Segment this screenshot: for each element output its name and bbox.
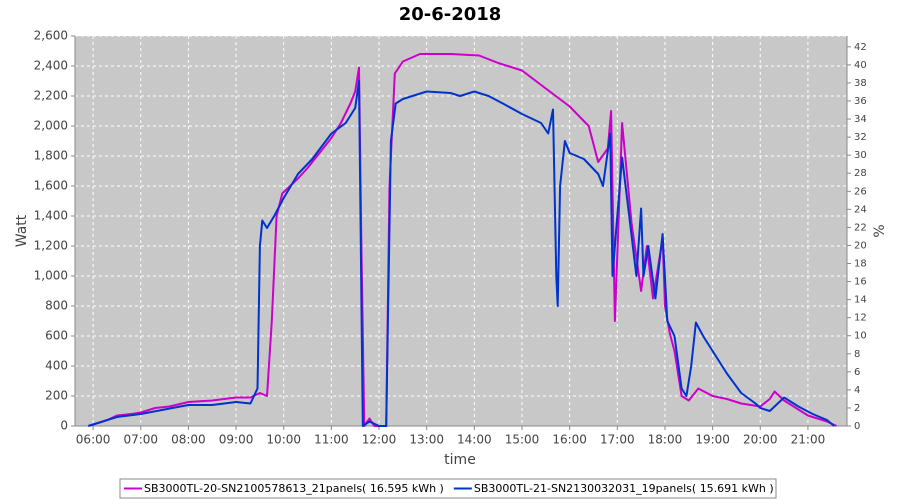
y2-tick-label: 42	[854, 42, 867, 53]
x-tick-label: 15:00	[505, 433, 540, 447]
y2-axis-label: %	[872, 224, 888, 237]
y-tick-label: 2,400	[34, 59, 68, 73]
plot-area	[75, 36, 847, 426]
y-tick-label: 1,800	[34, 149, 68, 163]
y-tick-label: 1,200	[34, 239, 68, 253]
y-tick-label: 800	[45, 299, 68, 313]
y2-tick-label: 32	[854, 132, 867, 143]
y2-tick-label: 28	[854, 168, 867, 179]
y2-tick-label: 20	[854, 240, 867, 251]
y2-tick-label: 10	[854, 331, 867, 342]
y-tick-label: 2,600	[34, 29, 68, 43]
x-tick-label: 19:00	[695, 433, 730, 447]
y2-tick-label: 6	[854, 367, 860, 378]
y2-tick-label: 16	[854, 277, 867, 288]
x-tick-label: 18:00	[648, 433, 683, 447]
y2-tick-label: 26	[854, 186, 867, 197]
y-tick-label: 0	[60, 419, 68, 433]
y2-tick-label: 4	[854, 385, 860, 396]
y2-tick-label: 36	[854, 96, 867, 107]
y2-tick-label: 24	[854, 204, 867, 215]
x-tick-label: 10:00	[266, 433, 301, 447]
y2-tick-label: 22	[854, 222, 867, 233]
y-tick-label: 1,400	[34, 209, 68, 223]
x-tick-label: 16:00	[552, 433, 587, 447]
x-tick-label: 07:00	[123, 433, 158, 447]
y2-tick-label: 0	[854, 421, 860, 432]
y2-tick-label: 8	[854, 349, 860, 360]
y-tick-label: 400	[45, 359, 68, 373]
y-tick-label: 1,000	[34, 269, 68, 283]
legend-label: SB3000TL-20-SN2100578613_21panels( 16.59…	[144, 482, 444, 495]
x-tick-label: 09:00	[219, 433, 254, 447]
x-tick-label: 13:00	[409, 433, 444, 447]
x-tick-label: 20:00	[743, 433, 778, 447]
y2-tick-label: 12	[854, 313, 867, 324]
series-line	[87, 80, 835, 427]
x-tick-label: 14:00	[457, 433, 492, 447]
chart-title: 20-6-2018	[399, 4, 502, 25]
y2-tick-label: 38	[854, 78, 867, 89]
x-tick-label: 21:00	[791, 433, 826, 447]
x-axis-label: time	[444, 452, 476, 468]
x-tick-label: 17:00	[600, 433, 635, 447]
legend-label: SB3000TL-21-SN2130032031_19panels( 15.69…	[474, 482, 774, 495]
y2-tick-label: 30	[854, 150, 867, 161]
y2-tick-label: 40	[854, 60, 867, 71]
x-tick-label: 08:00	[171, 433, 206, 447]
y-tick-label: 2,200	[34, 89, 68, 103]
x-tick-label: 06:00	[76, 433, 111, 447]
y-tick-label: 2,000	[34, 119, 68, 133]
y-axis-label: Watt	[14, 214, 30, 247]
y-tick-label: 1,600	[34, 179, 68, 193]
y2-tick-label: 14	[854, 295, 867, 306]
y2-tick-label: 18	[854, 259, 867, 270]
y2-tick-label: 2	[854, 403, 860, 414]
x-tick-label: 11:00	[314, 433, 349, 447]
y2-tick-label: 34	[854, 114, 867, 125]
legend-box	[119, 478, 777, 499]
x-tick-label: 12:00	[362, 433, 397, 447]
y-tick-label: 600	[45, 329, 68, 343]
y-tick-label: 200	[45, 389, 68, 403]
